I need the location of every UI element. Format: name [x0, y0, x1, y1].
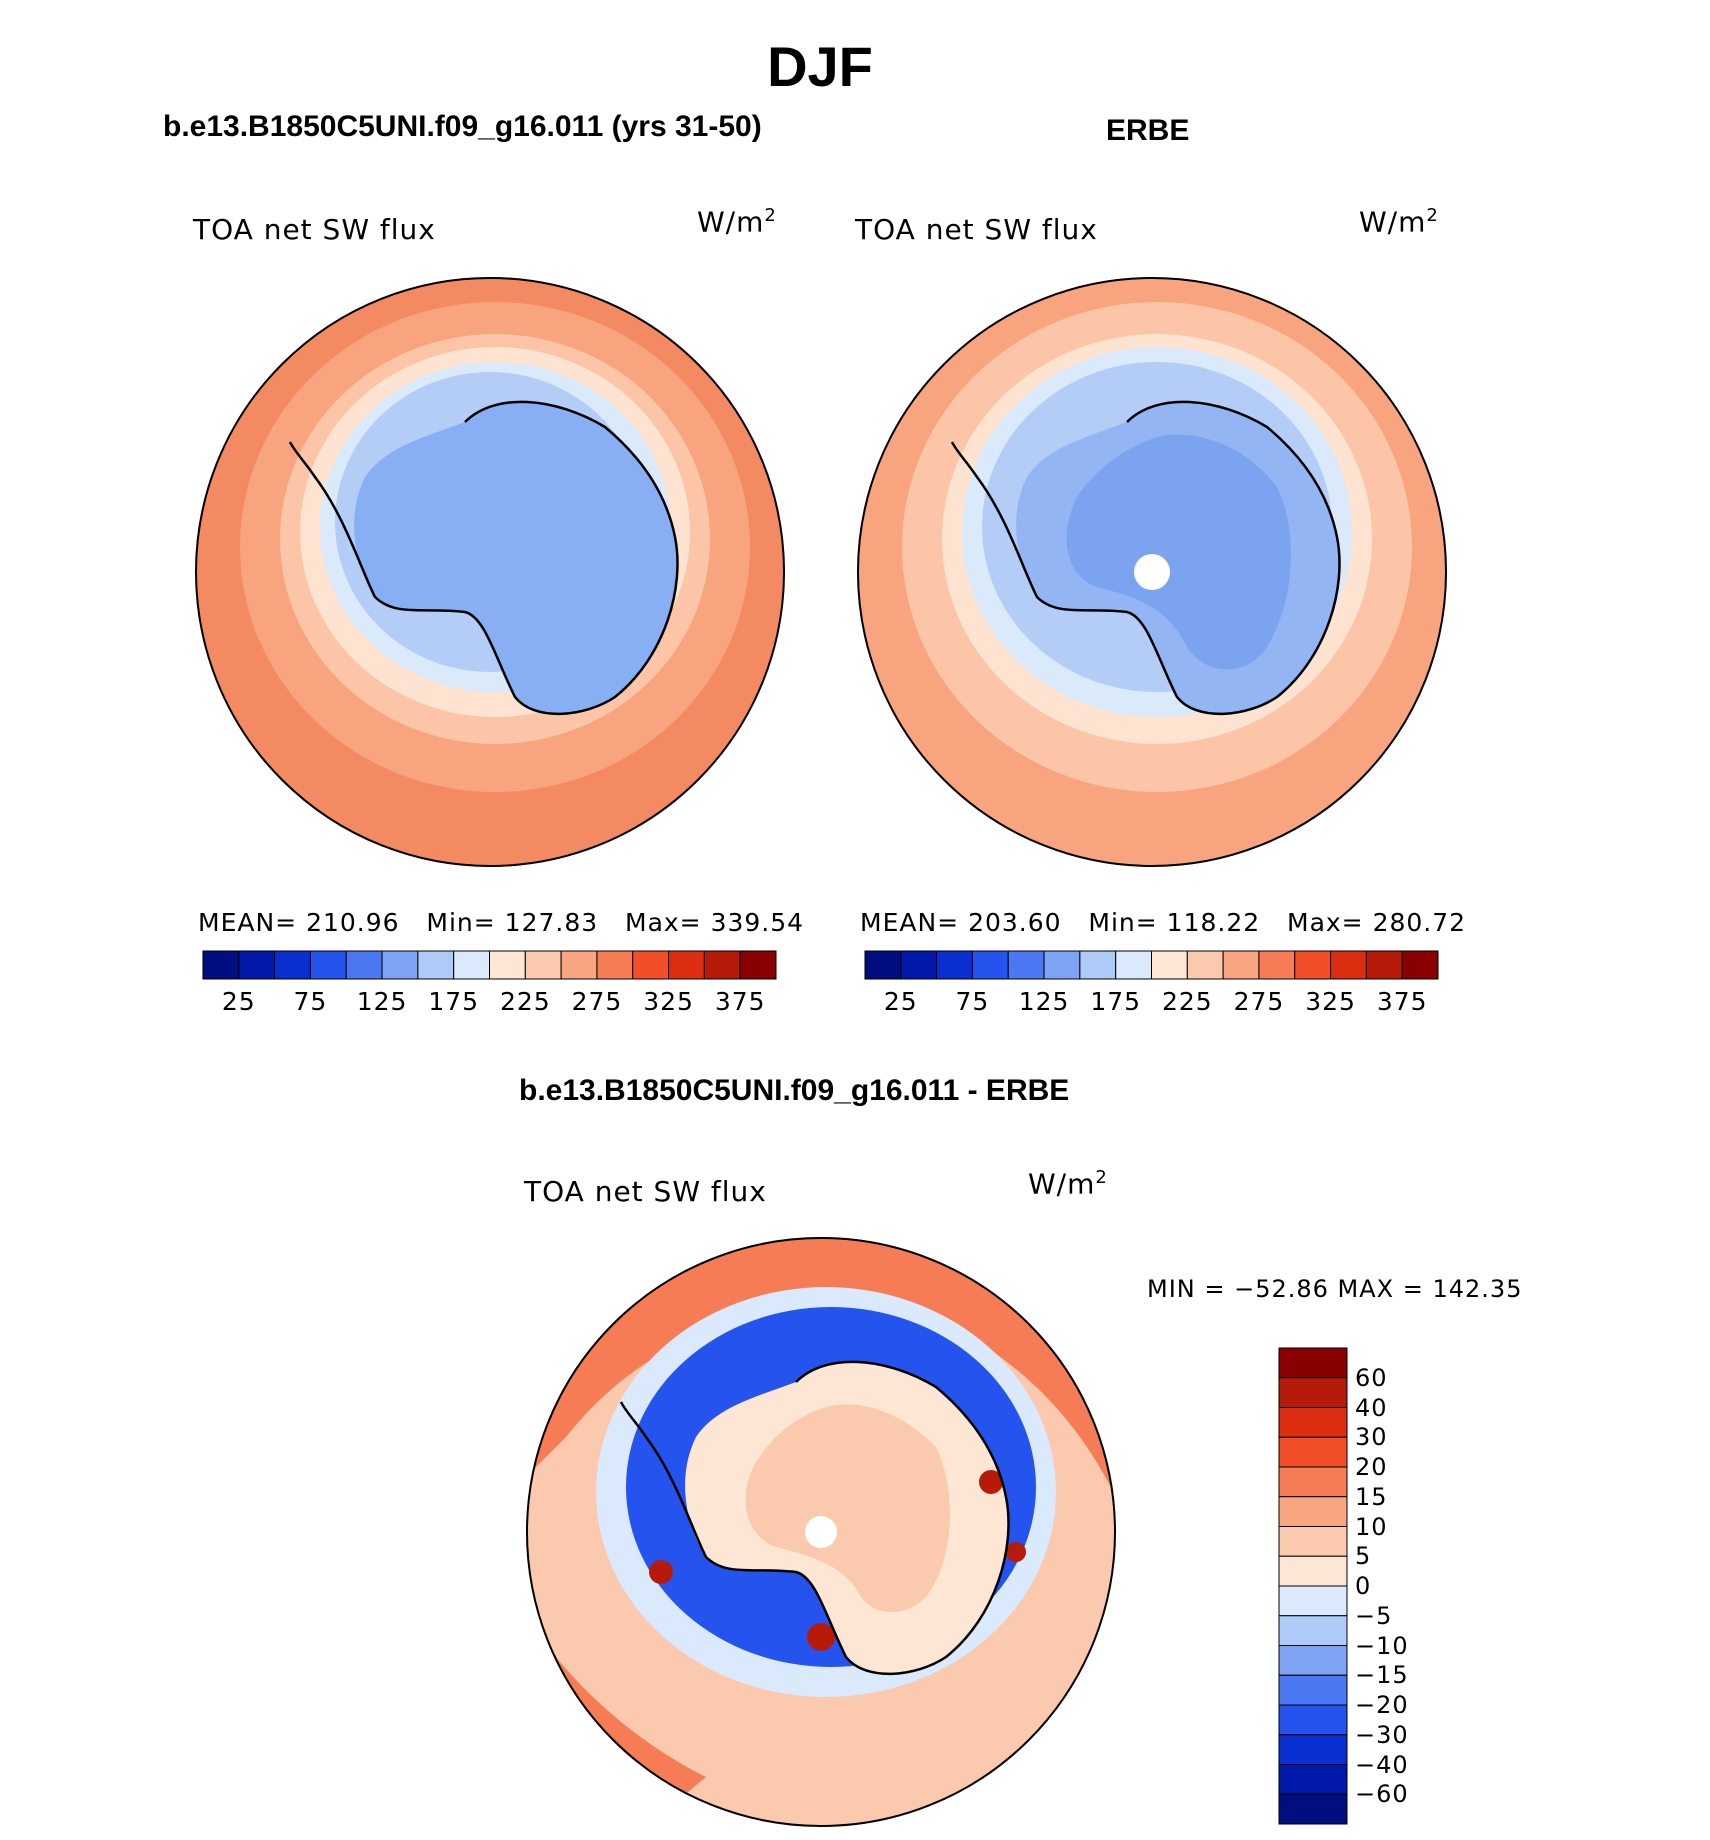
panel2-title: ERBE	[1106, 114, 1190, 147]
colorbar-tick-label: 75	[293, 987, 328, 1016]
diff-minmax: MIN = −52.86 MAX = 142.35	[1147, 1275, 1523, 1303]
colorbar-tick-label: 40	[1355, 1393, 1388, 1422]
diff-units: W/m2	[1028, 1167, 1108, 1201]
colorbar-tick-label: 325	[1305, 987, 1356, 1016]
colorbar-swatch	[1330, 950, 1367, 980]
colorbar-swatch	[453, 950, 490, 980]
colorbar-swatch	[1222, 950, 1260, 980]
colorbar-tick-label: 325	[643, 987, 694, 1016]
colorbar-swatch	[1401, 950, 1439, 980]
colorbar-tick-label: −20	[1355, 1691, 1409, 1719]
colorbar-tick-label: −60	[1355, 1780, 1409, 1809]
panel1-colorbar	[202, 950, 777, 980]
colorbar-swatch	[560, 950, 598, 980]
colorbar-swatch	[524, 950, 562, 980]
colorbar-swatch	[1115, 950, 1152, 980]
colorbar-swatch	[1278, 1615, 1348, 1646]
colorbar-tick-label: 375	[714, 987, 766, 1016]
colorbar-tick-label: 15	[1355, 1482, 1388, 1511]
colorbar-swatch	[202, 950, 240, 980]
colorbar-tick-label: 125	[356, 987, 408, 1016]
colorbar-tick-label: 75	[955, 987, 990, 1016]
colorbar-swatch	[1278, 1496, 1348, 1527]
colorbar-swatch	[1278, 1793, 1348, 1825]
colorbar-swatch	[668, 950, 705, 980]
colorbar-swatch	[1278, 1555, 1348, 1587]
colorbar-swatch	[1258, 950, 1296, 980]
diff-colorbar	[1278, 1347, 1348, 1825]
colorbar-swatch	[864, 950, 902, 980]
colorbar-tick-label: −5	[1355, 1601, 1393, 1630]
colorbar-swatch	[489, 950, 526, 980]
colorbar-tick-label: 175	[428, 987, 480, 1016]
colorbar-swatch	[1365, 950, 1403, 980]
colorbar-swatch	[703, 950, 741, 980]
panel1-map	[195, 277, 785, 867]
colorbar-swatch	[381, 950, 419, 980]
colorbar-swatch	[1278, 1764, 1348, 1795]
colorbar-swatch	[1278, 1377, 1348, 1408]
colorbar-tick-label: 0	[1355, 1572, 1372, 1600]
panel1-field-label: TOA net SW flux	[193, 213, 436, 246]
colorbar-swatch	[417, 950, 455, 980]
panel2-map	[857, 277, 1447, 867]
panel1-title: b.e13.B1850C5UNI.f09_g16.011 (yrs 31-50)	[163, 110, 762, 143]
colorbar-tick-label: 5	[1355, 1542, 1372, 1571]
colorbar-tick-label: 25	[221, 987, 256, 1016]
colorbar-swatch	[1079, 950, 1117, 980]
panel2-units: W/m2	[1359, 205, 1439, 239]
colorbar-tick-label: 375	[1376, 987, 1428, 1016]
colorbar-swatch	[345, 950, 383, 980]
colorbar-swatch	[900, 950, 938, 980]
colorbar-tick-label: 125	[1018, 987, 1070, 1016]
colorbar-swatch	[238, 950, 276, 980]
colorbar-swatch	[1186, 950, 1224, 980]
colorbar-swatch	[274, 950, 311, 980]
colorbar-tick-label: −15	[1355, 1661, 1409, 1690]
colorbar-tick-label: 275	[1233, 987, 1285, 1016]
colorbar-swatch	[1278, 1674, 1348, 1706]
colorbar-tick-label: −30	[1355, 1720, 1409, 1749]
colorbar-swatch	[739, 950, 777, 980]
colorbar-tick-label: 30	[1355, 1423, 1388, 1452]
panel1-stats: MEAN= 210.96 Min= 127.83 Max= 339.54	[198, 908, 805, 937]
colorbar-tick-label: 10	[1355, 1512, 1388, 1541]
colorbar-tick-label: 225	[499, 987, 551, 1016]
colorbar-swatch	[1278, 1704, 1348, 1736]
panel1-units: W/m2	[697, 205, 777, 239]
colorbar-swatch	[1278, 1407, 1348, 1438]
colorbar-swatch	[596, 950, 634, 980]
colorbar-swatch	[1007, 950, 1045, 980]
colorbar-swatch	[1278, 1526, 1348, 1557]
panel2-field-label: TOA net SW flux	[855, 213, 1098, 246]
colorbar-swatch	[1278, 1585, 1348, 1617]
colorbar-swatch	[1294, 950, 1332, 980]
colorbar-tick-label: 275	[571, 987, 623, 1016]
colorbar-swatch	[1043, 950, 1081, 980]
colorbar-swatch	[936, 950, 973, 980]
colorbar-swatch	[1151, 950, 1188, 980]
colorbar-tick-label: 225	[1161, 987, 1213, 1016]
panel2-stats: MEAN= 203.60 Min= 118.22 Max= 280.72	[860, 908, 1467, 937]
colorbar-swatch	[1278, 1466, 1348, 1498]
colorbar-tick-label: −40	[1355, 1750, 1409, 1779]
colorbar-tick-label: −10	[1355, 1631, 1409, 1660]
colorbar-tick-label: 175	[1090, 987, 1142, 1016]
colorbar-swatch	[971, 950, 1009, 980]
colorbar-tick-label: 20	[1355, 1453, 1388, 1481]
diff-map	[526, 1237, 1116, 1827]
colorbar-swatch	[1278, 1645, 1348, 1676]
colorbar-tick-label: 25	[883, 987, 918, 1016]
colorbar-swatch	[1278, 1436, 1348, 1468]
colorbar-swatch	[1278, 1347, 1348, 1379]
colorbar-tick-label: 60	[1355, 1363, 1388, 1392]
diff-panel-title: b.e13.B1850C5UNI.f09_g16.011 - ERBE	[519, 1074, 1070, 1107]
colorbar-swatch	[1278, 1734, 1348, 1765]
colorbar-swatch	[309, 950, 347, 980]
figure-title: DJF	[767, 35, 873, 98]
panel2-colorbar	[864, 950, 1439, 980]
diff-field-label: TOA net SW flux	[524, 1175, 767, 1208]
colorbar-swatch	[632, 950, 670, 980]
